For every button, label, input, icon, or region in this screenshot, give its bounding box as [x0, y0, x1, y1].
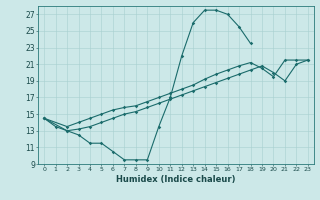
X-axis label: Humidex (Indice chaleur): Humidex (Indice chaleur) — [116, 175, 236, 184]
